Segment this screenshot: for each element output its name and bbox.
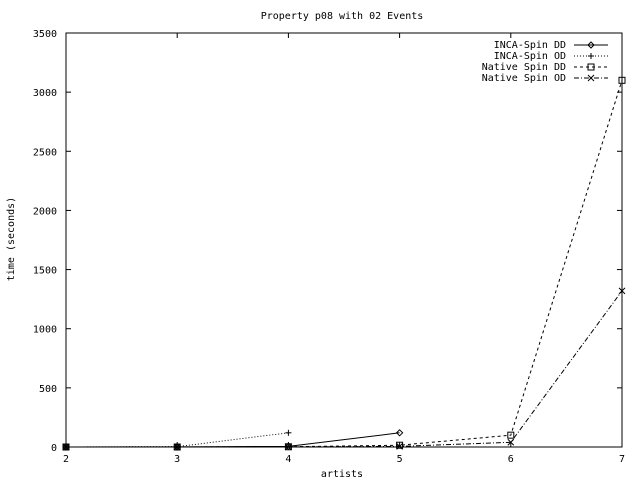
- series-line-1: [65, 432, 400, 448]
- legend-marker: [587, 41, 595, 49]
- legend-marker: [587, 63, 595, 71]
- data-point: [507, 431, 515, 439]
- y-axis-label: time (seconds): [6, 197, 17, 281]
- y-tick-label: 2000: [33, 206, 57, 217]
- y-tick-label: 0: [51, 443, 57, 454]
- y-tick-label: 500: [39, 384, 57, 395]
- series-line-4: [66, 290, 623, 448]
- series-lines: [62, 76, 626, 451]
- x-tick-label: 2: [63, 454, 69, 465]
- series-line-3: [66, 80, 623, 448]
- data-point: [173, 443, 181, 451]
- x-tick-label: 3: [174, 454, 180, 465]
- legend-label: INCA-Spin DD: [494, 40, 566, 51]
- legend-label: Native Spin OD: [482, 73, 566, 84]
- data-point: [284, 443, 292, 451]
- y-tick-label: 2500: [33, 147, 57, 158]
- x-tick-label: 5: [397, 454, 403, 465]
- legend-marker: [587, 74, 595, 82]
- y-tick-label: 3000: [33, 88, 57, 99]
- x-tick-label: 7: [619, 454, 625, 465]
- data-point: [62, 443, 70, 451]
- x-axis-label: artists: [321, 469, 363, 480]
- data-point: [396, 443, 403, 450]
- data-point: [396, 441, 404, 449]
- legend-label: INCA-Spin OD: [494, 51, 566, 62]
- data-point: [285, 443, 292, 451]
- axis-ticks: 2 3 4 5 6 7 0 500 1000 1500 2000 2500 3000 3500: [33, 29, 625, 465]
- y-tick-label: 1000: [33, 325, 57, 336]
- data-point: [285, 429, 292, 436]
- y-tick-label: 1500: [33, 266, 57, 277]
- data-point: [395, 429, 404, 437]
- legend-marker: [588, 53, 594, 59]
- x-tick-label: 6: [508, 454, 514, 465]
- data-point: [618, 76, 626, 84]
- data-point: [618, 287, 626, 295]
- plot-frame: [65, 32, 623, 448]
- y-tick-label: 3500: [33, 29, 57, 40]
- chart-title: Property p08 with 02 Events: [261, 11, 424, 22]
- legend-label: Native Spin DD: [482, 62, 566, 73]
- data-point: [507, 438, 515, 446]
- x-tick-label: 4: [285, 454, 291, 465]
